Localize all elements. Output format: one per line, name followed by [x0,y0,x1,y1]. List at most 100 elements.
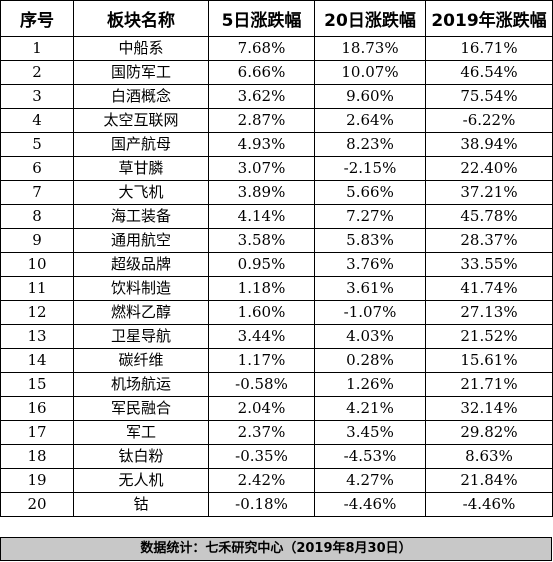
change-2019-cell: 8.63% [425,444,553,469]
row-index-cell: 17 [0,420,74,445]
row-index-cell: 10 [0,252,74,277]
change-20day-cell: -4.53% [314,444,426,469]
change-20day-cell: 4.03% [314,324,426,349]
change-20day-cell: 2.64% [314,108,426,133]
source-footer: 数据统计：七禾研究中心（2019年8月30日） [0,537,552,561]
change-20day-cell: -4.46% [314,492,426,517]
table-row: 18 钛白粉 -0.35% -4.53% 8.63% [0,444,553,469]
change-5day-cell: 2.87% [208,108,315,133]
sector-name-cell: 超级品牌 [73,252,209,277]
row-index-cell: 20 [0,492,74,517]
row-index-cell: 4 [0,108,74,133]
change-2019-cell: 75.54% [425,84,553,109]
table-row: 11 饮料制造 1.18% 3.61% 41.74% [0,276,553,301]
sector-name-cell: 中船系 [73,36,209,61]
change-5day-cell: 7.68% [208,36,315,61]
table-row: 7 大飞机 3.89% 5.66% 37.21% [0,180,553,205]
header-2019-change: 2019年涨跌幅 [425,0,553,37]
sector-name-cell: 军工 [73,420,209,445]
change-5day-cell: 2.42% [208,468,315,493]
sector-name-cell: 大飞机 [73,180,209,205]
sector-name-cell: 机场航运 [73,372,209,397]
change-5day-cell: 1.17% [208,348,315,373]
change-20day-cell: 5.83% [314,228,426,253]
sector-name-cell: 钛白粉 [73,444,209,469]
row-index-cell: 7 [0,180,74,205]
row-index-cell: 18 [0,444,74,469]
sector-performance-table: 序号 板块名称 5日涨跌幅 20日涨跌幅 2019年涨跌幅 1 中船系 7.68% 1… [0,0,553,517]
change-2019-cell: -6.22% [425,108,553,133]
change-20day-cell: 9.60% [314,84,426,109]
row-index-cell: 16 [0,396,74,421]
header-5day-change: 5日涨跌幅 [208,0,315,37]
row-index-cell: 3 [0,84,74,109]
table-row: 3 白酒概念 3.62% 9.60% 75.54% [0,84,553,109]
table-row: 4 太空互联网 2.87% 2.64% -6.22% [0,108,553,133]
row-index-cell: 5 [0,132,74,157]
table-row: 15 机场航运 -0.58% 1.26% 21.71% [0,372,553,397]
table-row: 6 草甘膦 3.07% -2.15% 22.40% [0,156,553,181]
change-5day-cell: 3.58% [208,228,315,253]
row-index-cell: 19 [0,468,74,493]
sector-name-cell: 草甘膦 [73,156,209,181]
table-row: 13 卫星导航 3.44% 4.03% 21.52% [0,324,553,349]
table-row: 2 国防军工 6.66% 10.07% 46.54% [0,60,553,85]
sector-name-cell: 饮料制造 [73,276,209,301]
change-20day-cell: 8.23% [314,132,426,157]
change-2019-cell: 38.94% [425,132,553,157]
change-20day-cell: 1.26% [314,372,426,397]
table-row: 1 中船系 7.68% 18.73% 16.71% [0,36,553,61]
change-5day-cell: 1.18% [208,276,315,301]
change-2019-cell: 33.55% [425,252,553,277]
change-5day-cell: 2.04% [208,396,315,421]
sector-name-cell: 国防军工 [73,60,209,85]
row-index-cell: 1 [0,36,74,61]
change-2019-cell: -4.46% [425,492,553,517]
change-2019-cell: 22.40% [425,156,553,181]
header-20day-change: 20日涨跌幅 [314,0,426,37]
table-row: 10 超级品牌 0.95% 3.76% 33.55% [0,252,553,277]
sector-name-cell: 国产航母 [73,132,209,157]
change-20day-cell: 4.27% [314,468,426,493]
change-20day-cell: 0.28% [314,348,426,373]
change-2019-cell: 28.37% [425,228,553,253]
table-header: 序号 板块名称 5日涨跌幅 20日涨跌幅 2019年涨跌幅 [0,0,553,37]
header-sector-name: 板块名称 [73,0,209,37]
change-2019-cell: 46.54% [425,60,553,85]
table-row: 8 海工装备 4.14% 7.27% 45.78% [0,204,553,229]
change-5day-cell: 3.07% [208,156,315,181]
table-row: 19 无人机 2.42% 4.27% 21.84% [0,468,553,493]
change-2019-cell: 37.21% [425,180,553,205]
table-row: 12 燃料乙醇 1.60% -1.07% 27.13% [0,300,553,325]
table-row: 20 钴 -0.18% -4.46% -4.46% [0,492,553,517]
sector-name-cell: 太空互联网 [73,108,209,133]
change-2019-cell: 41.74% [425,276,553,301]
change-5day-cell: -0.35% [208,444,315,469]
change-2019-cell: 21.71% [425,372,553,397]
table-row: 14 碳纤维 1.17% 0.28% 15.61% [0,348,553,373]
change-5day-cell: 4.14% [208,204,315,229]
row-index-cell: 14 [0,348,74,373]
change-2019-cell: 21.52% [425,324,553,349]
change-2019-cell: 29.82% [425,420,553,445]
sector-name-cell: 通用航空 [73,228,209,253]
sector-name-cell: 军民融合 [73,396,209,421]
change-20day-cell: -1.07% [314,300,426,325]
table-row: 16 军民融合 2.04% 4.21% 32.14% [0,396,553,421]
change-5day-cell: 3.89% [208,180,315,205]
change-20day-cell: 7.27% [314,204,426,229]
header-index: 序号 [0,0,74,37]
header-row: 序号 板块名称 5日涨跌幅 20日涨跌幅 2019年涨跌幅 [0,0,553,37]
row-index-cell: 2 [0,60,74,85]
row-index-cell: 11 [0,276,74,301]
change-2019-cell: 15.61% [425,348,553,373]
change-2019-cell: 21.84% [425,468,553,493]
change-5day-cell: 3.62% [208,84,315,109]
table-body: 1 中船系 7.68% 18.73% 16.71% 2 国防军工 6.66% 10.07% 46.… [0,36,553,517]
change-5day-cell: -0.58% [208,372,315,397]
change-5day-cell: 2.37% [208,420,315,445]
sector-name-cell: 白酒概念 [73,84,209,109]
change-20day-cell: 4.21% [314,396,426,421]
sector-name-cell: 碳纤维 [73,348,209,373]
